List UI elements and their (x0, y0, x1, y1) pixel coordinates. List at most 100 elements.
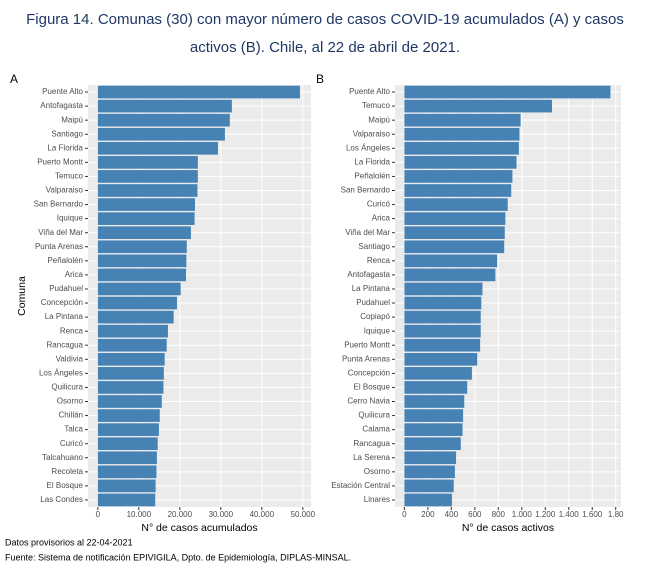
y-tick-label: Chillán (59, 411, 83, 420)
y-tick-label: Copiapó (360, 312, 390, 321)
y-tick-label: Viña del Mar (345, 228, 390, 237)
y-tick-label: Pudahuel (356, 298, 390, 307)
bar (404, 99, 552, 113)
bar (97, 198, 195, 211)
y-tick-label: Valparaiso (353, 129, 391, 138)
x-tick-label: 1.600 (582, 510, 603, 519)
y-tick-label: Puente Alto (349, 87, 390, 96)
bar (97, 127, 225, 141)
y-tick-label: El Bosque (47, 481, 84, 490)
y-tick-label: Quilicura (51, 383, 83, 392)
bar (404, 141, 519, 155)
y-tick-label: Valparaiso (46, 186, 84, 195)
plot-background (395, 85, 621, 507)
x-tick-label: 0 (96, 510, 101, 519)
figure-title: Figura 14. Comunas (30) con mayor número… (26, 11, 624, 28)
bar (404, 381, 468, 394)
y-tick-label: Linares (364, 495, 390, 504)
y-tick-label: El Bosque (354, 383, 391, 392)
y-tick-label: San Bernardo (34, 200, 84, 209)
x-tick-label: 20.000 (168, 510, 193, 519)
bar (404, 127, 520, 141)
y-tick-label: Peñalolén (47, 256, 83, 265)
bar (97, 367, 164, 380)
y-tick-label: Arica (372, 214, 391, 223)
bar (404, 324, 481, 338)
y-tick-label: Concepción (348, 368, 390, 377)
bar (404, 479, 454, 493)
y-tick-label: Iquique (364, 326, 391, 335)
bar (404, 226, 505, 240)
bar (404, 352, 478, 366)
y-tick-label: Arica (65, 270, 84, 279)
y-tick-label: San Bernardo (341, 186, 391, 195)
bar (97, 465, 157, 479)
y-tick-label: Osorno (57, 397, 84, 406)
y-tick-label: Viña del Mar (38, 228, 83, 237)
bar (97, 184, 198, 197)
bar (97, 212, 195, 225)
bar (97, 99, 232, 113)
y-tick-label: Punta Arenas (35, 242, 83, 251)
y-tick-label: Antofagasta (347, 270, 390, 279)
y-tick-label: Curicó (367, 200, 391, 209)
x-axis-title: N° de casos acumulados (141, 522, 257, 534)
bar (404, 212, 506, 225)
bar (404, 437, 461, 451)
y-tick-label: Puerto Montt (344, 340, 391, 349)
y-tick-label: Santiago (358, 242, 390, 251)
bar (404, 113, 521, 127)
y-tick-label: La Pintana (45, 312, 84, 321)
bar (97, 240, 187, 254)
y-tick-label: Estación Central (331, 481, 390, 490)
note: Datos provisorios al 22-04-2021 (5, 537, 133, 547)
bar (97, 296, 177, 310)
x-tick-label: 30.000 (209, 510, 234, 519)
y-tick-label: Puerto Montt (37, 157, 84, 166)
y-tick-label: La Serena (353, 453, 390, 462)
bar (97, 141, 218, 155)
bar (97, 226, 191, 240)
y-tick-label: Los Ángeles (346, 143, 390, 152)
plot-background (88, 85, 311, 507)
bar (404, 310, 481, 324)
x-tick-label: 1.400 (559, 510, 580, 519)
bar (97, 85, 300, 99)
x-tick-label: 40.000 (250, 510, 275, 519)
x-tick-label: 1.80 (608, 510, 624, 519)
bar (404, 465, 455, 479)
bar (97, 113, 230, 127)
bar (404, 395, 465, 408)
bar (97, 395, 162, 408)
bar (97, 310, 174, 324)
y-tick-label: Renca (367, 256, 391, 265)
y-tick-label: Talca (64, 425, 83, 434)
y-tick-label: Cerro Navia (347, 397, 390, 406)
bar (404, 240, 505, 254)
y-tick-label: Valdivia (56, 354, 84, 363)
bar (97, 324, 168, 338)
y-tick-label: Antofagasta (40, 101, 83, 110)
x-tick-label: 200 (421, 510, 435, 519)
bar (97, 352, 165, 366)
x-tick-label: 1.000 (512, 510, 533, 519)
bar (404, 254, 498, 268)
bar (404, 85, 611, 99)
y-tick-label: La Florida (47, 143, 83, 152)
x-tick-label: 10.000 (127, 510, 152, 519)
x-tick-label: 400 (445, 510, 459, 519)
y-tick-label: La Florida (354, 157, 390, 166)
y-tick-label: Concepción (41, 298, 83, 307)
bar (404, 170, 513, 183)
bar (97, 409, 160, 422)
y-tick-label: Santiago (51, 129, 83, 138)
bar (97, 268, 186, 282)
y-tick-label: Calama (362, 425, 390, 434)
y-tick-label: Las Condes (40, 495, 83, 504)
bar (404, 282, 483, 296)
bar (404, 493, 452, 507)
y-tick-label: Maipú (61, 115, 83, 124)
y-tick-label: Temuco (362, 101, 391, 110)
bar (404, 409, 464, 422)
